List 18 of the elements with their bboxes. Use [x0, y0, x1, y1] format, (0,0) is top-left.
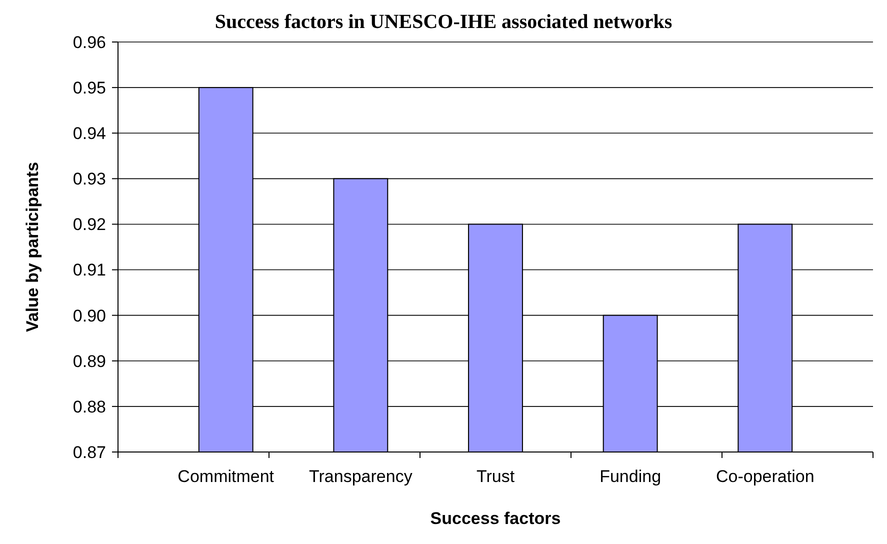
y-tick-label: 0.89: [72, 352, 106, 371]
y-tick-label: 0.91: [72, 260, 106, 280]
y-tick-label: 0.94: [72, 124, 106, 144]
y-tick-label: 0.88: [72, 397, 106, 416]
y-tick-label: 0.93: [72, 170, 106, 189]
chart-title: Success factors in UNESCO-IHE associated networks: [214, 11, 672, 33]
y-tick-label: 0.92: [72, 215, 106, 234]
x-tick-label: Trust: [476, 467, 515, 486]
y-tick-label: 0.96: [72, 32, 106, 52]
x-tick-label: Commitment: [178, 467, 274, 486]
y-tick-label: 0.90: [72, 306, 106, 326]
y-tick-label: 0.87: [72, 442, 106, 462]
x-axis-title: Success factors: [430, 509, 561, 528]
y-axis-title: Value by participants: [23, 162, 42, 332]
y-tick-label: 0.95: [72, 78, 106, 98]
x-tick-label: Funding: [600, 467, 662, 486]
x-tick-label: Co-operation: [716, 467, 814, 486]
x-tick-label: Transparency: [309, 467, 413, 486]
